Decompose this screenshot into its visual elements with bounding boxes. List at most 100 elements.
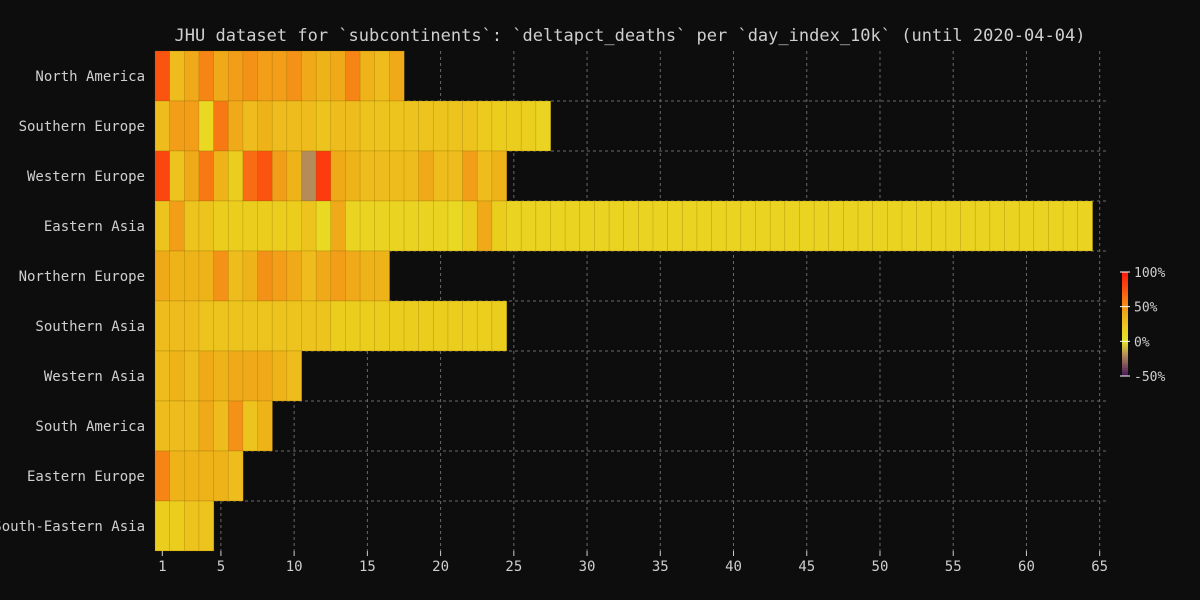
heatmap-cell [213,400,229,452]
heatmap-cell [198,350,215,402]
colorbar-segment [1122,364,1128,367]
heatmap-cell [696,200,713,252]
colorbar-segment [1122,282,1128,285]
colorbar-tick-label: 100% [1134,266,1165,281]
heatmap-cell [989,200,1006,252]
heatmap-cell [227,50,244,102]
x-tick-label: 50 [872,559,889,575]
heatmap-cell [359,100,376,152]
heatmap-cell [813,200,830,252]
heatmap-cell [257,200,273,252]
heatmap-cell [301,150,317,202]
heatmap-cell [930,200,947,252]
heatmap-cell [154,450,171,502]
heatmap-cell [301,100,317,152]
heatmap-cell [432,150,449,202]
heatmap-cell [345,100,361,152]
heatmap-cell [769,200,786,252]
colorbar-segment [1122,280,1128,283]
colorbar-segment [1122,372,1128,375]
heatmap-cell [623,200,639,252]
x-tick-label: 1 [158,559,166,575]
heatmap-cell [257,400,273,452]
heatmap-cell [154,500,171,552]
colorbar-segment [1122,342,1128,345]
heatmap-cell [432,200,449,252]
heatmap-cell [872,200,888,252]
heatmap-cell [476,150,493,202]
colorbar-segment [1122,324,1128,327]
heatmap-cell [242,350,259,402]
heatmap-cell [257,250,273,302]
colorbar-segment [1122,346,1128,349]
heatmap-cell [418,100,434,152]
heatmap-cell [198,300,215,352]
heatmap-cell [183,300,200,352]
heatmap-cell [169,350,185,402]
heatmap-cell [359,250,376,302]
colorbar-segment [1122,320,1128,323]
heatmap-cell [784,200,801,252]
x-tick-label: 60 [1018,559,1035,575]
colorbar-segment [1122,284,1128,287]
heatmap-cell [491,150,508,202]
heatmap-cell [476,100,493,152]
heatmap-cell [213,250,229,302]
heatmap-cell [389,150,405,202]
heatmap-cell [213,450,229,502]
heatmap-cell [242,150,259,202]
heatmap-cell [242,250,259,302]
heatmap-cell [286,200,303,252]
colorbar-segment [1122,362,1128,365]
colorbar-segment [1122,290,1128,293]
heatmap-cell [286,150,303,202]
heatmap-cell [315,200,332,252]
heatmap-cell [345,300,361,352]
heatmap-cell [227,200,244,252]
x-tick-label: 15 [359,559,376,575]
heatmap-cell [198,400,215,452]
colorbar-segment [1122,292,1128,295]
heatmap-cell [271,250,288,302]
heatmap-cell [301,200,317,252]
x-axis-ticks: 1 5 10 15 20 25 30 35 40 45 50 55 60 65 [158,551,1108,575]
y-tick-label: Eastern Europe [27,469,145,485]
colorbar: 100% 50% 0% -50% [1120,266,1165,385]
x-tick-label: 20 [432,559,449,575]
colorbar-segment [1122,332,1128,335]
heatmap-cell [857,200,874,252]
heatmap-cell [227,450,244,502]
heatmap-cell [359,300,376,352]
heatmap-cell [447,300,464,352]
heatmap-cell [887,200,903,252]
heatmap-cell [183,450,200,502]
heatmap-cell [154,300,171,352]
heatmap-cell [403,300,420,352]
heatmap-cell [286,50,303,102]
heatmap-cell [462,100,478,152]
colorbar-segment [1122,322,1128,325]
heatmap-cell [594,200,610,252]
heatmap-cell [198,250,215,302]
colorbar-segment [1122,276,1128,279]
heatmap-cell [183,500,200,552]
heatmap-cell [227,300,244,352]
colorbar-segment [1122,304,1128,307]
heatmap-cell [198,500,215,552]
heatmap-cell [345,150,361,202]
heatmap-cell [257,100,273,152]
heatmap-cell [520,100,537,152]
heatmap-cell [476,200,493,252]
heatmap-cell [169,500,185,552]
colorbar-segment [1122,274,1128,277]
x-tick-label: 25 [505,559,522,575]
heatmap-cell [169,100,185,152]
colorbar-segment [1122,368,1128,371]
heatmap-cell [491,300,508,352]
heatmap-cell [154,100,171,152]
colorbar-segment [1122,294,1128,297]
heatmap-cell [945,200,962,252]
heatmap-cell [198,150,215,202]
colorbar-segment [1122,352,1128,355]
